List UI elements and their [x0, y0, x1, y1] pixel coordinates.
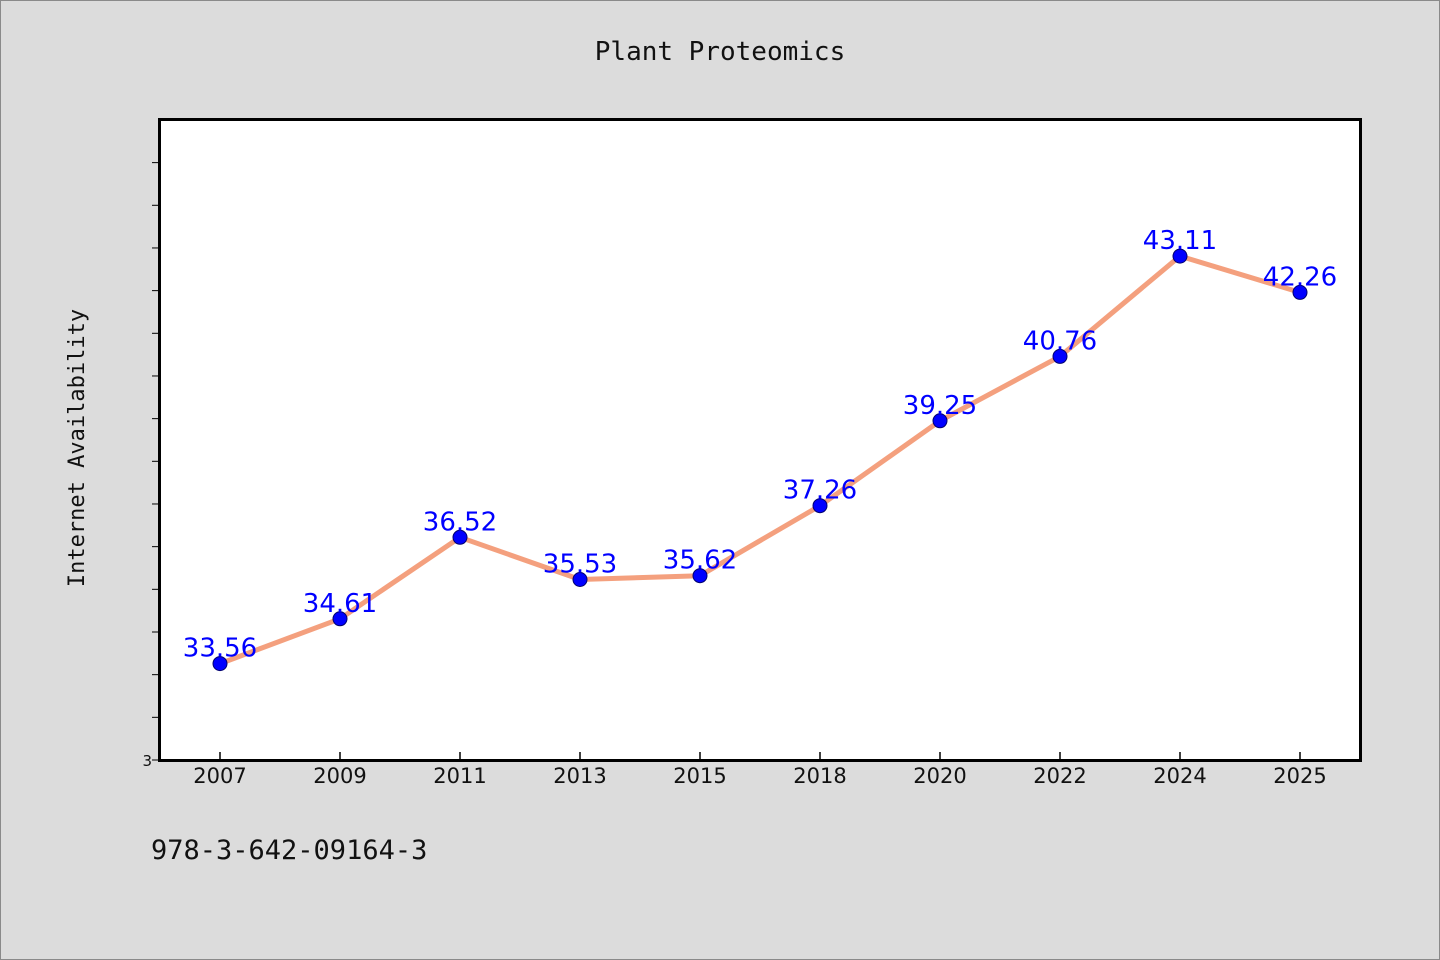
y-tick-label: 3: [142, 752, 152, 770]
y-axis-label: Internet Availability: [65, 309, 90, 587]
data-label: 34.61: [303, 589, 377, 619]
data-label: 37.26: [783, 476, 857, 506]
x-axis-tick-labels: 2007 2009 2011 2013 2015 2018 2020 2022 2024 2025: [193, 764, 1326, 788]
data-point-marker: [1292, 284, 1308, 300]
data-point-marker: [572, 572, 588, 587]
data-point-marker: [212, 656, 228, 672]
footer-isbn: 978-3-642-09164-3: [151, 835, 428, 866]
data-label: 33.56: [183, 634, 257, 664]
data-point-marker: [1052, 348, 1068, 364]
x-tick-label: 2018: [793, 764, 846, 788]
data-labels: 33.56 34.61 36.52 35.53 35.62 37.26 39.25 40.76…: [183, 226, 1337, 663]
chart-title: Plant Proteomics: [595, 37, 845, 67]
data-markers: [212, 248, 1308, 672]
x-axis-ticks: [219, 752, 1301, 760]
data-point-marker: [452, 529, 468, 545]
data-label: 36.52: [423, 507, 497, 537]
x-tick-label: 2024: [1153, 764, 1206, 788]
x-tick-label: 2025: [1273, 764, 1326, 788]
y-axis-ticks: [152, 162, 160, 761]
x-tick-label: 2013: [553, 764, 606, 788]
data-point-marker: [812, 498, 828, 514]
x-tick-label: 2011: [433, 764, 486, 788]
x-tick-label: 2007: [193, 764, 246, 788]
data-point-marker: [692, 568, 708, 584]
x-tick-label: 2015: [673, 764, 726, 788]
data-label: 35.53: [543, 550, 617, 580]
data-label: 42.26: [1263, 262, 1337, 292]
data-point-marker: [1172, 248, 1188, 264]
x-tick-label: 2020: [913, 764, 966, 788]
data-point-marker: [932, 413, 948, 429]
plot-area: [158, 118, 1362, 762]
data-point-marker: [332, 611, 348, 627]
x-tick-label: 2022: [1033, 764, 1086, 788]
data-label: 35.62: [663, 546, 737, 576]
series-line: [217, 253, 1303, 667]
x-tick-label: 2009: [313, 764, 366, 788]
data-label: 43.11: [1143, 226, 1217, 256]
data-label: 40.76: [1023, 326, 1097, 356]
data-label: 39.25: [903, 391, 977, 421]
